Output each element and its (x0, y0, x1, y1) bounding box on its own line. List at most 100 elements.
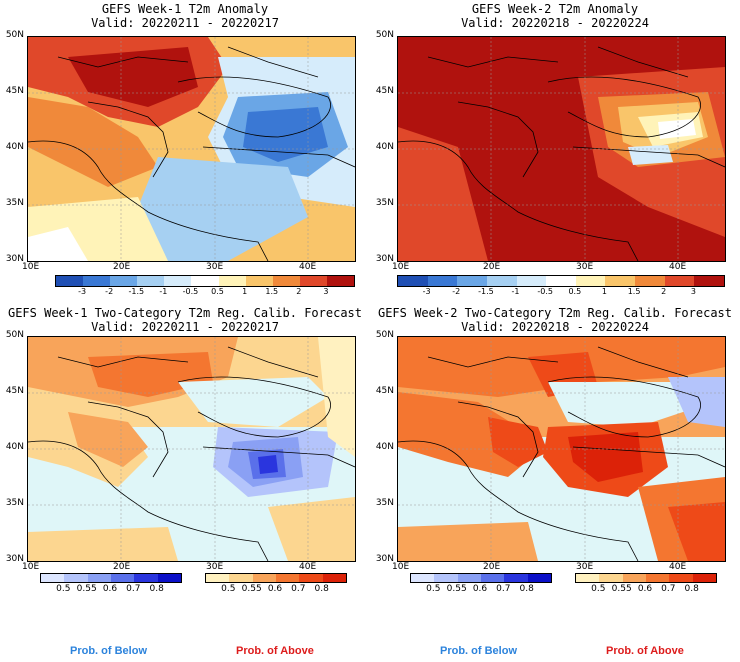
lon-label-40e: 40E (669, 562, 687, 572)
lon-label-10e: 10E (392, 262, 410, 272)
anomaly-swatch (694, 276, 725, 286)
anomaly-swatch (427, 276, 458, 286)
below-swatch (87, 574, 111, 582)
anomaly-tick-label: 0.5 (211, 287, 224, 296)
above-tick-label: 0.5 (591, 584, 606, 594)
anomaly-swatch (575, 276, 606, 286)
above-colorbar (575, 573, 717, 583)
lon-label-10e: 10E (22, 562, 40, 572)
anomaly-tick-label: 3 (323, 287, 329, 296)
below-swatch (157, 574, 181, 582)
above-swatch (692, 574, 716, 582)
below-swatch (434, 574, 458, 582)
anomaly-tick-label: 0.5 (568, 287, 582, 296)
footer-prob-above-label-left: Prob. of Above (236, 645, 314, 657)
anomaly-swatch (272, 276, 300, 286)
anomaly-swatch (664, 276, 695, 286)
anomaly-tick-label: -0.5 (182, 287, 199, 296)
map-week2-probability (397, 336, 726, 562)
anomaly-swatch (326, 276, 355, 286)
lon-label-40e: 40E (299, 562, 317, 572)
below-tick-label: 0.8 (519, 584, 534, 594)
lat-label-50n: 50N (5, 330, 24, 340)
panel-valid-dates: Valid: 20220218 - 20220224 (461, 16, 649, 30)
anomaly-tick-label: -2 (105, 287, 114, 296)
anomaly-colorbar-ticks: -3 -2 -1.5 -1 -0.5 0.5 1 1.5 2 3 (397, 287, 723, 297)
panel-valid-dates: Valid: 20220211 - 20220217 (91, 16, 279, 30)
above-swatch (645, 574, 670, 582)
panel-week2-probability: GEFS Week-2 Two-Category T2m Reg. Calib.… (370, 300, 740, 600)
lat-label-35n: 35N (375, 198, 394, 208)
anomaly-swatch (218, 276, 246, 286)
lat-label-50n: 50N (375, 30, 394, 40)
anomaly-swatch (56, 276, 84, 286)
below-colorbar-ticks: 0.5 0.55 0.6 0.7 0.8 (410, 584, 550, 596)
above-swatch (229, 574, 253, 582)
lon-label-30e: 30E (576, 262, 594, 272)
panel-week2-anomaly: GEFS Week-2 T2m Anomaly Valid: 20220218 … (370, 0, 740, 300)
above-tick-label: 0.5 (221, 584, 236, 594)
anomaly-colorbar (397, 275, 725, 287)
below-tick-label: 0.6 (472, 584, 488, 594)
above-colorbar-ticks: 0.5 0.55 0.6 0.7 0.8 (575, 584, 715, 596)
lon-label-20e: 20E (483, 262, 501, 272)
anomaly-swatch (635, 276, 665, 286)
below-tick-label: 0.6 (102, 584, 118, 594)
below-swatch (457, 574, 481, 582)
above-swatch (599, 574, 623, 582)
panel-title: GEFS Week-2 T2m Anomaly (471, 2, 639, 16)
panel-valid-dates: Valid: 20220218 - 20220224 (461, 320, 649, 334)
lon-label-20e: 20E (113, 262, 131, 272)
above-swatch (669, 574, 693, 582)
below-swatch (504, 574, 528, 582)
panel-valid-dates: Valid: 20220211 - 20220217 (91, 320, 279, 334)
lat-label-30n: 30N (5, 554, 24, 564)
anomaly-swatch (546, 276, 576, 286)
anomaly-swatch (398, 276, 428, 286)
panel-title: GEFS Week-2 Two-Category T2m Reg. Calib.… (377, 306, 732, 320)
lat-label-40n: 40N (375, 442, 394, 452)
lat-label-40n: 40N (375, 142, 394, 152)
above-tick-label: 0.6 (637, 584, 653, 594)
lon-label-10e: 10E (22, 262, 40, 272)
above-colorbar (205, 573, 347, 583)
anomaly-tick-label: -2 (452, 287, 461, 296)
lat-label-40n: 40N (5, 142, 24, 152)
anomaly-swatch (164, 276, 192, 286)
panel-week1-anomaly: GEFS Week-1 T2m Anomaly Valid: 20220211 … (0, 0, 370, 300)
anomaly-tick-label: -1.5 (128, 287, 145, 296)
above-colorbar-ticks: 0.5 0.55 0.6 0.7 0.8 (205, 584, 345, 596)
lon-label-30e: 30E (206, 262, 224, 272)
below-swatch (527, 574, 551, 582)
anomaly-swatch (191, 276, 219, 286)
anomaly-swatch (245, 276, 273, 286)
lat-label-50n: 50N (5, 30, 24, 40)
below-swatch (110, 574, 135, 582)
anomaly-tick-label: 3 (690, 287, 696, 296)
lat-label-35n: 35N (5, 198, 24, 208)
panel-week1-probability: GEFS Week-1 Two-Category T2m Reg. Calib.… (0, 300, 370, 600)
anomaly-tick-label: 1 (242, 287, 248, 296)
footer-prob-below-label-right: Prob. of Below (440, 645, 517, 657)
below-tick-label: 0.55 (446, 584, 467, 594)
anomaly-swatch (457, 276, 487, 286)
above-swatch (206, 574, 230, 582)
lon-label-30e: 30E (206, 562, 224, 572)
above-tick-label: 0.6 (267, 584, 283, 594)
lat-label-50n: 50N (375, 330, 394, 340)
below-tick-label: 0.7 (496, 584, 511, 594)
anomaly-colorbar-ticks: -3 -2 -1.5 -1 -0.5 0.5 1 1.5 2 3 (55, 287, 353, 297)
lat-label-45n: 45N (375, 86, 394, 96)
below-colorbar-ticks: 0.5 0.55 0.6 0.7 0.8 (40, 584, 180, 596)
above-tick-label: 0.55 (241, 584, 262, 594)
lat-label-30n: 30N (375, 554, 394, 564)
anomaly-swatch (516, 276, 547, 286)
lat-label-45n: 45N (5, 86, 24, 96)
panel-title: GEFS Week-1 T2m Anomaly (101, 2, 269, 16)
map-week1-probability (27, 336, 356, 562)
lon-label-20e: 20E (113, 562, 131, 572)
lat-label-30n: 30N (5, 254, 24, 264)
anomaly-tick-label: -3 (422, 287, 431, 296)
anomaly-colorbar (55, 275, 355, 287)
anomaly-swatch (299, 276, 327, 286)
